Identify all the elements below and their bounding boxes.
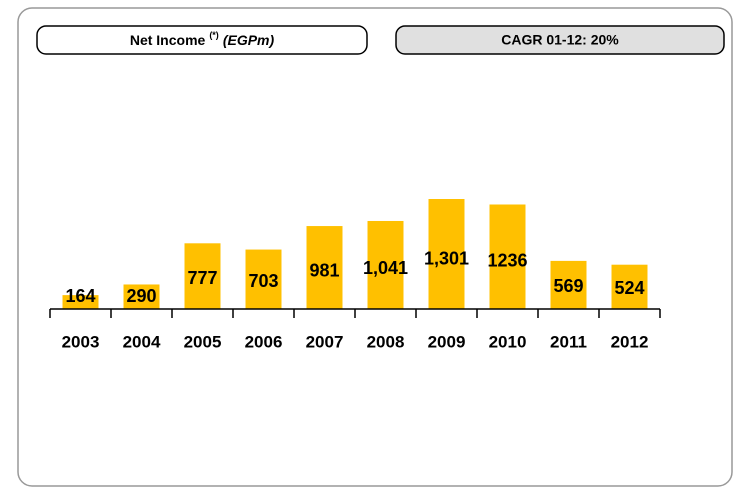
title-unit: (EGPm) [223,32,275,48]
value-label: 777 [187,268,217,288]
x-tick-label: 2010 [489,332,527,351]
x-tick-label: 2009 [428,332,466,351]
x-tick-label: 2005 [184,332,222,351]
annotation: CAGR 01-12: 20% [501,32,619,48]
bar [428,199,465,309]
value-label: 1,041 [363,258,408,278]
title-superscript: (*) [209,30,219,40]
bar [489,204,526,309]
bar [611,264,648,309]
annotation-box [395,25,725,55]
x-tick-label: 2011 [550,332,587,351]
x-tick-label: 2008 [367,332,405,351]
x-tick-label: 2007 [306,332,344,351]
value-label: 290 [126,286,156,306]
value-label: 1236 [487,251,527,271]
title-text: Net Income [130,32,206,48]
bar [550,260,587,309]
bar [184,243,221,309]
x-tick-label: 2004 [123,332,161,351]
chart-title: Net Income (*) (EGPm) [130,30,275,47]
x-tick-label: 2003 [62,332,100,351]
value-label: 164 [65,286,95,306]
value-label: 1,301 [424,248,469,268]
bar [62,295,99,309]
bar [367,220,404,309]
value-label: 981 [309,260,339,280]
value-label: 569 [553,276,583,296]
value-label: 524 [614,278,644,298]
bar [123,284,160,309]
x-tick-label: 2006 [245,332,283,351]
title-box [36,25,368,55]
bar [306,226,343,309]
bar [245,249,282,309]
x-tick-label: 2012 [611,332,649,351]
value-label: 703 [248,271,278,291]
